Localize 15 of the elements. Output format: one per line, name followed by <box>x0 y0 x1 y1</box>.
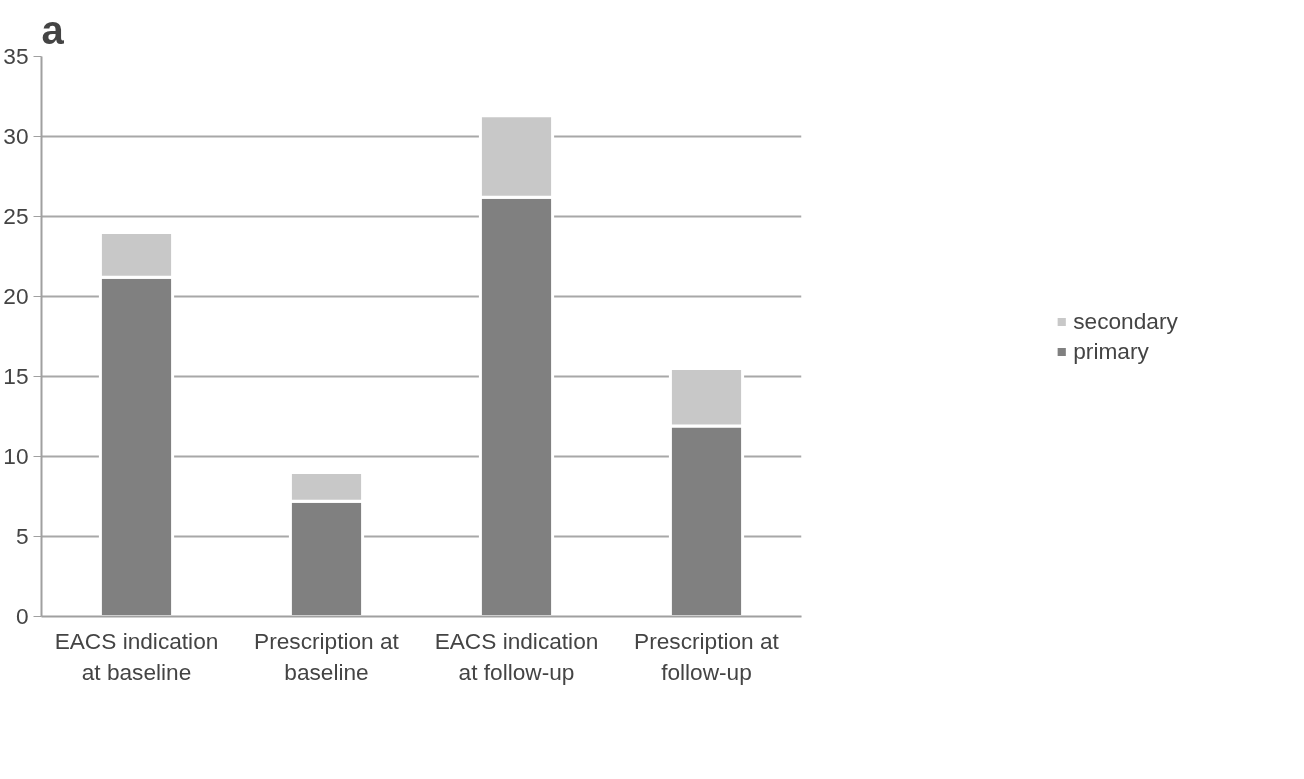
x-tick-label: Prescription at follow-up <box>634 627 780 685</box>
x-tick-label: Prescription at baseline <box>254 627 400 685</box>
y-tick-label: 0 <box>15 603 29 629</box>
y-tick-label: 30 <box>3 123 29 149</box>
y-tick-label: 15 <box>3 363 29 389</box>
y-tick-label: 20 <box>3 283 29 309</box>
legend-label: primary <box>1073 337 1149 365</box>
y-tick-label: 35 <box>3 43 29 69</box>
y-tick-label: 25 <box>3 203 29 229</box>
y-tick-label: 10 <box>3 443 29 469</box>
x-tick-label: EACS indication at follow-up <box>434 627 599 685</box>
chart-title: a <box>41 7 65 52</box>
y-tick-label: 5 <box>15 523 29 549</box>
x-tick-label: EACS indication at baseline <box>54 627 219 685</box>
legend-label: secondary <box>1073 307 1178 335</box>
